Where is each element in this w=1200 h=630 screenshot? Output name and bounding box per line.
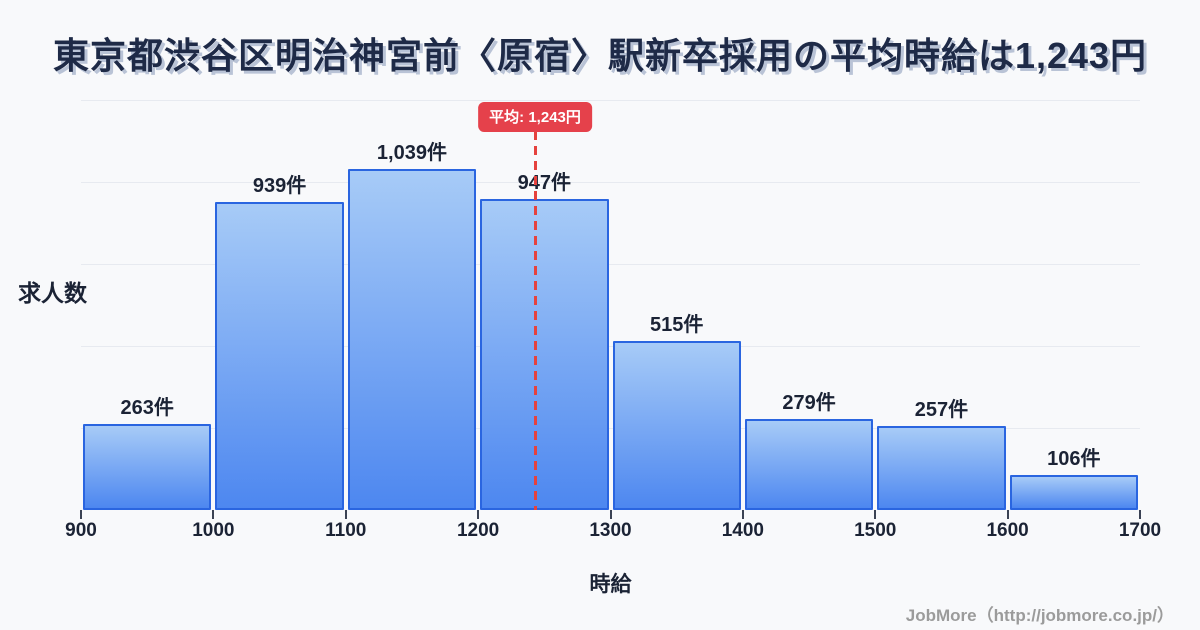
gridline: [81, 99, 1140, 101]
bar-value-label: 515件: [650, 314, 704, 337]
bar-value-label: 939件: [252, 175, 307, 198]
histogram-bar: 947件: [480, 172, 609, 510]
bar-value-label: 106件: [1047, 448, 1101, 471]
x-axis-tick-label: 1300: [589, 520, 632, 541]
bar-value-label: 279件: [782, 391, 836, 414]
x-axis-tick-label: 1600: [986, 520, 1029, 541]
histogram-bar: 106件: [1009, 448, 1138, 510]
x-axis-tick-label: 1000: [192, 520, 235, 541]
histogram-bar: 515件: [612, 314, 741, 510]
histogram-bar: 263件: [83, 397, 212, 510]
x-axis-tick: [477, 510, 480, 519]
x-axis-tick: [874, 510, 877, 519]
footer-credit: JobMore（http://jobmore.co.jp/）: [905, 606, 1174, 625]
histogram-bar: 279件: [744, 392, 874, 510]
x-axis-tick: [212, 510, 215, 519]
x-axis-tick-label: 1200: [456, 520, 500, 541]
x-axis-tick-label: 1100: [325, 520, 367, 541]
gridline: [81, 345, 1140, 347]
bar-value-label: 257件: [914, 398, 969, 421]
gridline: [81, 263, 1140, 265]
histogram-bar: 257件: [877, 399, 1006, 510]
bar-value-label: 263件: [120, 396, 174, 419]
bar-value-label: 1,039件: [376, 142, 447, 165]
gridline: [81, 181, 1140, 183]
x-axis-label: 時給: [589, 573, 632, 596]
gridline: [81, 427, 1140, 429]
x-axis-tick: [1139, 510, 1141, 519]
plot-area: 263件 939件 1,039件 947件 515件 279件 257件 106件 平均: 1,…: [65, 99, 1161, 541]
x-axis-tick: [609, 510, 612, 519]
x-axis-tick-label: 1500: [854, 520, 897, 541]
x-axis-tick: [80, 510, 82, 519]
x-axis-tick: [741, 510, 744, 519]
chart-title: 東京都渋谷区明治神宮前〈原宿〉駅新卒採用の平均時給は1,243円: [52, 35, 1148, 76]
x-axis-tick-label: 900: [65, 520, 97, 541]
average-badge: 平均: 1,243円: [478, 102, 592, 132]
x-axis-tick-label: 1700: [1118, 520, 1162, 541]
histogram-bar: 939件: [215, 175, 344, 510]
histogram-bar: 1,039件: [347, 142, 477, 510]
x-axis-tick: [1006, 510, 1009, 519]
bar-value-label: 947件: [517, 172, 571, 195]
x-axis-tick: [344, 510, 347, 519]
average-line: [533, 131, 537, 510]
x-axis-tick-label: 1400: [721, 520, 765, 541]
y-axis-label: 求人数: [18, 280, 87, 306]
